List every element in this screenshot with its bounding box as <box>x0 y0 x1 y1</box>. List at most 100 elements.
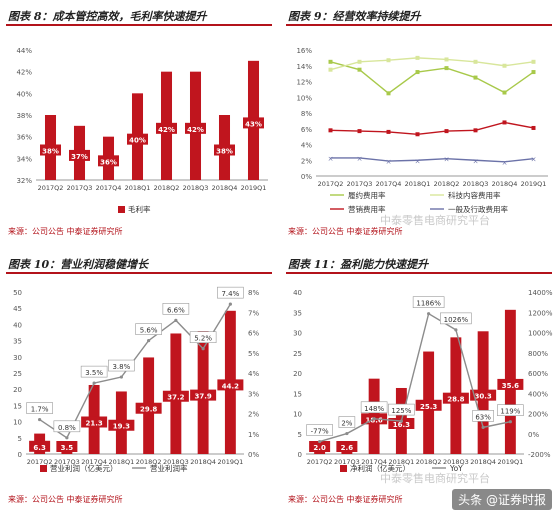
y2-tick-label: 200% <box>528 411 548 419</box>
series-marker <box>444 57 449 62</box>
y2-tick-label: 1% <box>248 431 259 439</box>
line-marker <box>38 417 42 422</box>
y2-tick-label: 1400% <box>528 289 553 297</box>
bar-value-label: 2.6 <box>341 444 354 452</box>
line-value-label: 5.6% <box>140 327 158 335</box>
line-value-label: 1026% <box>444 316 469 324</box>
line-value-label: 3.8% <box>112 363 130 371</box>
chart-expense-ratios: 0% 2% 4% 6% 8% 10% 12% 14% 16% 2017Q2 2017Q3 2017Q4… <box>296 47 548 214</box>
line-value-label: 6.6% <box>167 306 185 314</box>
series-marker <box>531 70 536 75</box>
series-marker <box>473 59 478 64</box>
y-tick-label: 40 <box>13 321 22 329</box>
data-label: 38% <box>42 148 59 156</box>
y-tick-label: 2% <box>301 157 312 165</box>
data-label: 42% <box>158 126 175 134</box>
x-tick-label: 2018Q1 <box>108 458 134 466</box>
x-tick-label: 2017Q3 <box>347 180 373 188</box>
title-underline <box>6 272 272 274</box>
x-tick-label: 2018Q3 <box>183 184 209 192</box>
y-tick-label: 5 <box>298 431 302 439</box>
line-marker <box>481 425 485 429</box>
line-marker <box>427 312 431 316</box>
series-marker <box>444 66 449 71</box>
x-tick-label: 2018Q2 <box>154 184 180 192</box>
line-value-label: 5.2% <box>194 335 212 343</box>
y2-tick-label: 800% <box>528 350 548 358</box>
y-tick-label: 10 <box>13 419 22 427</box>
y-tick-label: 0 <box>18 451 22 459</box>
line-value-label-bg <box>497 404 524 417</box>
x-tick-label: 2018Q2 <box>416 458 442 466</box>
line-value-label: -77% <box>311 428 329 436</box>
line-marker <box>65 436 69 440</box>
title-underline <box>286 272 552 274</box>
source-note: 来源：公司公告 中泰证券研究所 <box>288 495 403 504</box>
y2-tick-label: 3% <box>248 390 259 398</box>
line-value-label-bg <box>108 359 135 372</box>
chart-net-profit: 0 5 10 15 20 25 30 35 40 -200% 0% 200% 400% 600% 800% 1… <box>293 289 553 473</box>
bar-value-label-bg <box>190 389 217 401</box>
line-marker <box>508 420 512 424</box>
x-tick-label: 2017Q4 <box>96 184 122 192</box>
y-tick-label: 32% <box>16 177 32 185</box>
panel-title: 图表 11：盈利能力快速提升 <box>288 258 429 271</box>
line-value-label-bg <box>135 323 162 335</box>
line-marker <box>174 318 178 322</box>
data-label: 38% <box>216 148 233 156</box>
data-label-bg <box>69 149 90 161</box>
y-tick-label: 15 <box>293 390 302 398</box>
series-marker <box>386 91 391 96</box>
y-tick-label: 35 <box>13 338 22 346</box>
line-value-label-bg <box>338 416 356 428</box>
y2-tick-label: 1000% <box>528 330 553 338</box>
legend-label: 营业利润率 <box>150 463 188 473</box>
series-marker <box>502 63 507 68</box>
line-marker <box>318 439 322 444</box>
bar-value-label-bg <box>162 390 189 402</box>
series-line <box>330 121 534 135</box>
source-badge: 头条 @证券时报 <box>452 489 552 510</box>
y-tick-label: 36% <box>16 134 32 142</box>
bar-value-label: 28.8 <box>447 396 464 404</box>
line-value-label-bg <box>80 365 108 378</box>
panel-operating-profit: 图表 10：营业利润稳健增长 0 5 10 15 20 25 30 35 40 45 50 0% 1% 2… <box>0 250 278 514</box>
series-marker <box>357 67 362 72</box>
line-marker <box>454 328 458 332</box>
data-label: 37% <box>71 153 88 161</box>
x-tick-label: 2019Q1 <box>497 458 523 466</box>
series-marker <box>531 125 536 130</box>
line-value-label-bg <box>472 410 494 422</box>
y-tick-label: 12% <box>296 79 312 87</box>
line-value-label: 0.8% <box>58 424 76 432</box>
x-tick-label: 2018Q1 <box>125 184 151 192</box>
x-tick-label: 2017Q2 <box>27 458 53 466</box>
source-note: 来源：公司公告 中泰证券研究所 <box>8 495 123 504</box>
y2-tick-label: 600% <box>528 370 548 378</box>
bar-value-label-bg <box>135 402 162 414</box>
bar-value-label-bg <box>442 392 469 404</box>
x-tick-label: 2018Q2 <box>434 180 460 188</box>
bar-value-label: 6.3 <box>33 444 46 452</box>
y-tick-label: 40% <box>16 90 32 98</box>
bar-value-label-bg <box>470 389 497 401</box>
data-label-bg <box>40 144 61 156</box>
bar-value-label-bg <box>309 441 331 452</box>
series-marker <box>415 55 420 60</box>
x-tick-label: 2017Q4 <box>81 458 107 466</box>
source-note: 来源：公司公告 中泰证券研究所 <box>288 227 403 236</box>
bar-value-label: 19.3 <box>113 423 130 431</box>
series-marker <box>415 132 420 137</box>
x-tick-label: 2018Q1 <box>405 180 431 188</box>
x-tick-label: 2019Q1 <box>241 184 267 192</box>
y-tick-label: 30 <box>13 354 22 362</box>
y-tick-label: 16% <box>296 47 312 55</box>
line-value-label: 125% <box>391 407 411 415</box>
line-marker <box>399 419 403 423</box>
bar-value-label: 44.2 <box>222 382 239 390</box>
y-tick-label: 10% <box>296 94 312 102</box>
y2-tick-label: 2% <box>248 411 259 419</box>
x-tick-label: 2018Q1 <box>388 458 414 466</box>
series-line <box>330 57 534 71</box>
y-tick-label: 14% <box>296 63 312 71</box>
